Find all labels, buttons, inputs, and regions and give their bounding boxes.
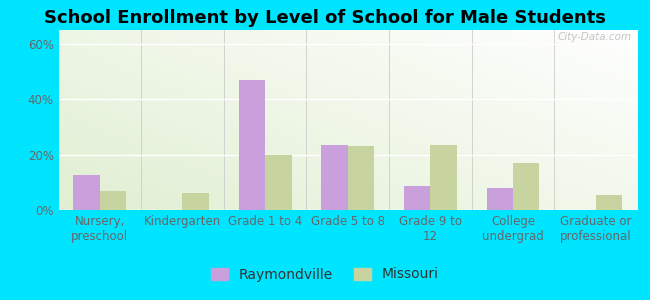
Bar — [348, 146, 374, 210]
Bar — [239, 80, 265, 210]
Bar — [513, 163, 540, 210]
Bar — [595, 195, 622, 210]
Bar — [183, 194, 209, 210]
Bar — [404, 187, 430, 210]
Text: City-Data.com: City-Data.com — [557, 32, 631, 42]
Text: School Enrollment by Level of School for Male Students: School Enrollment by Level of School for… — [44, 9, 606, 27]
Bar — [100, 190, 126, 210]
Bar — [487, 188, 513, 210]
Bar — [73, 176, 100, 210]
Bar — [430, 145, 457, 210]
Bar — [265, 154, 292, 210]
Legend: Raymondville, Missouri: Raymondville, Missouri — [205, 262, 445, 287]
Bar — [321, 145, 348, 210]
